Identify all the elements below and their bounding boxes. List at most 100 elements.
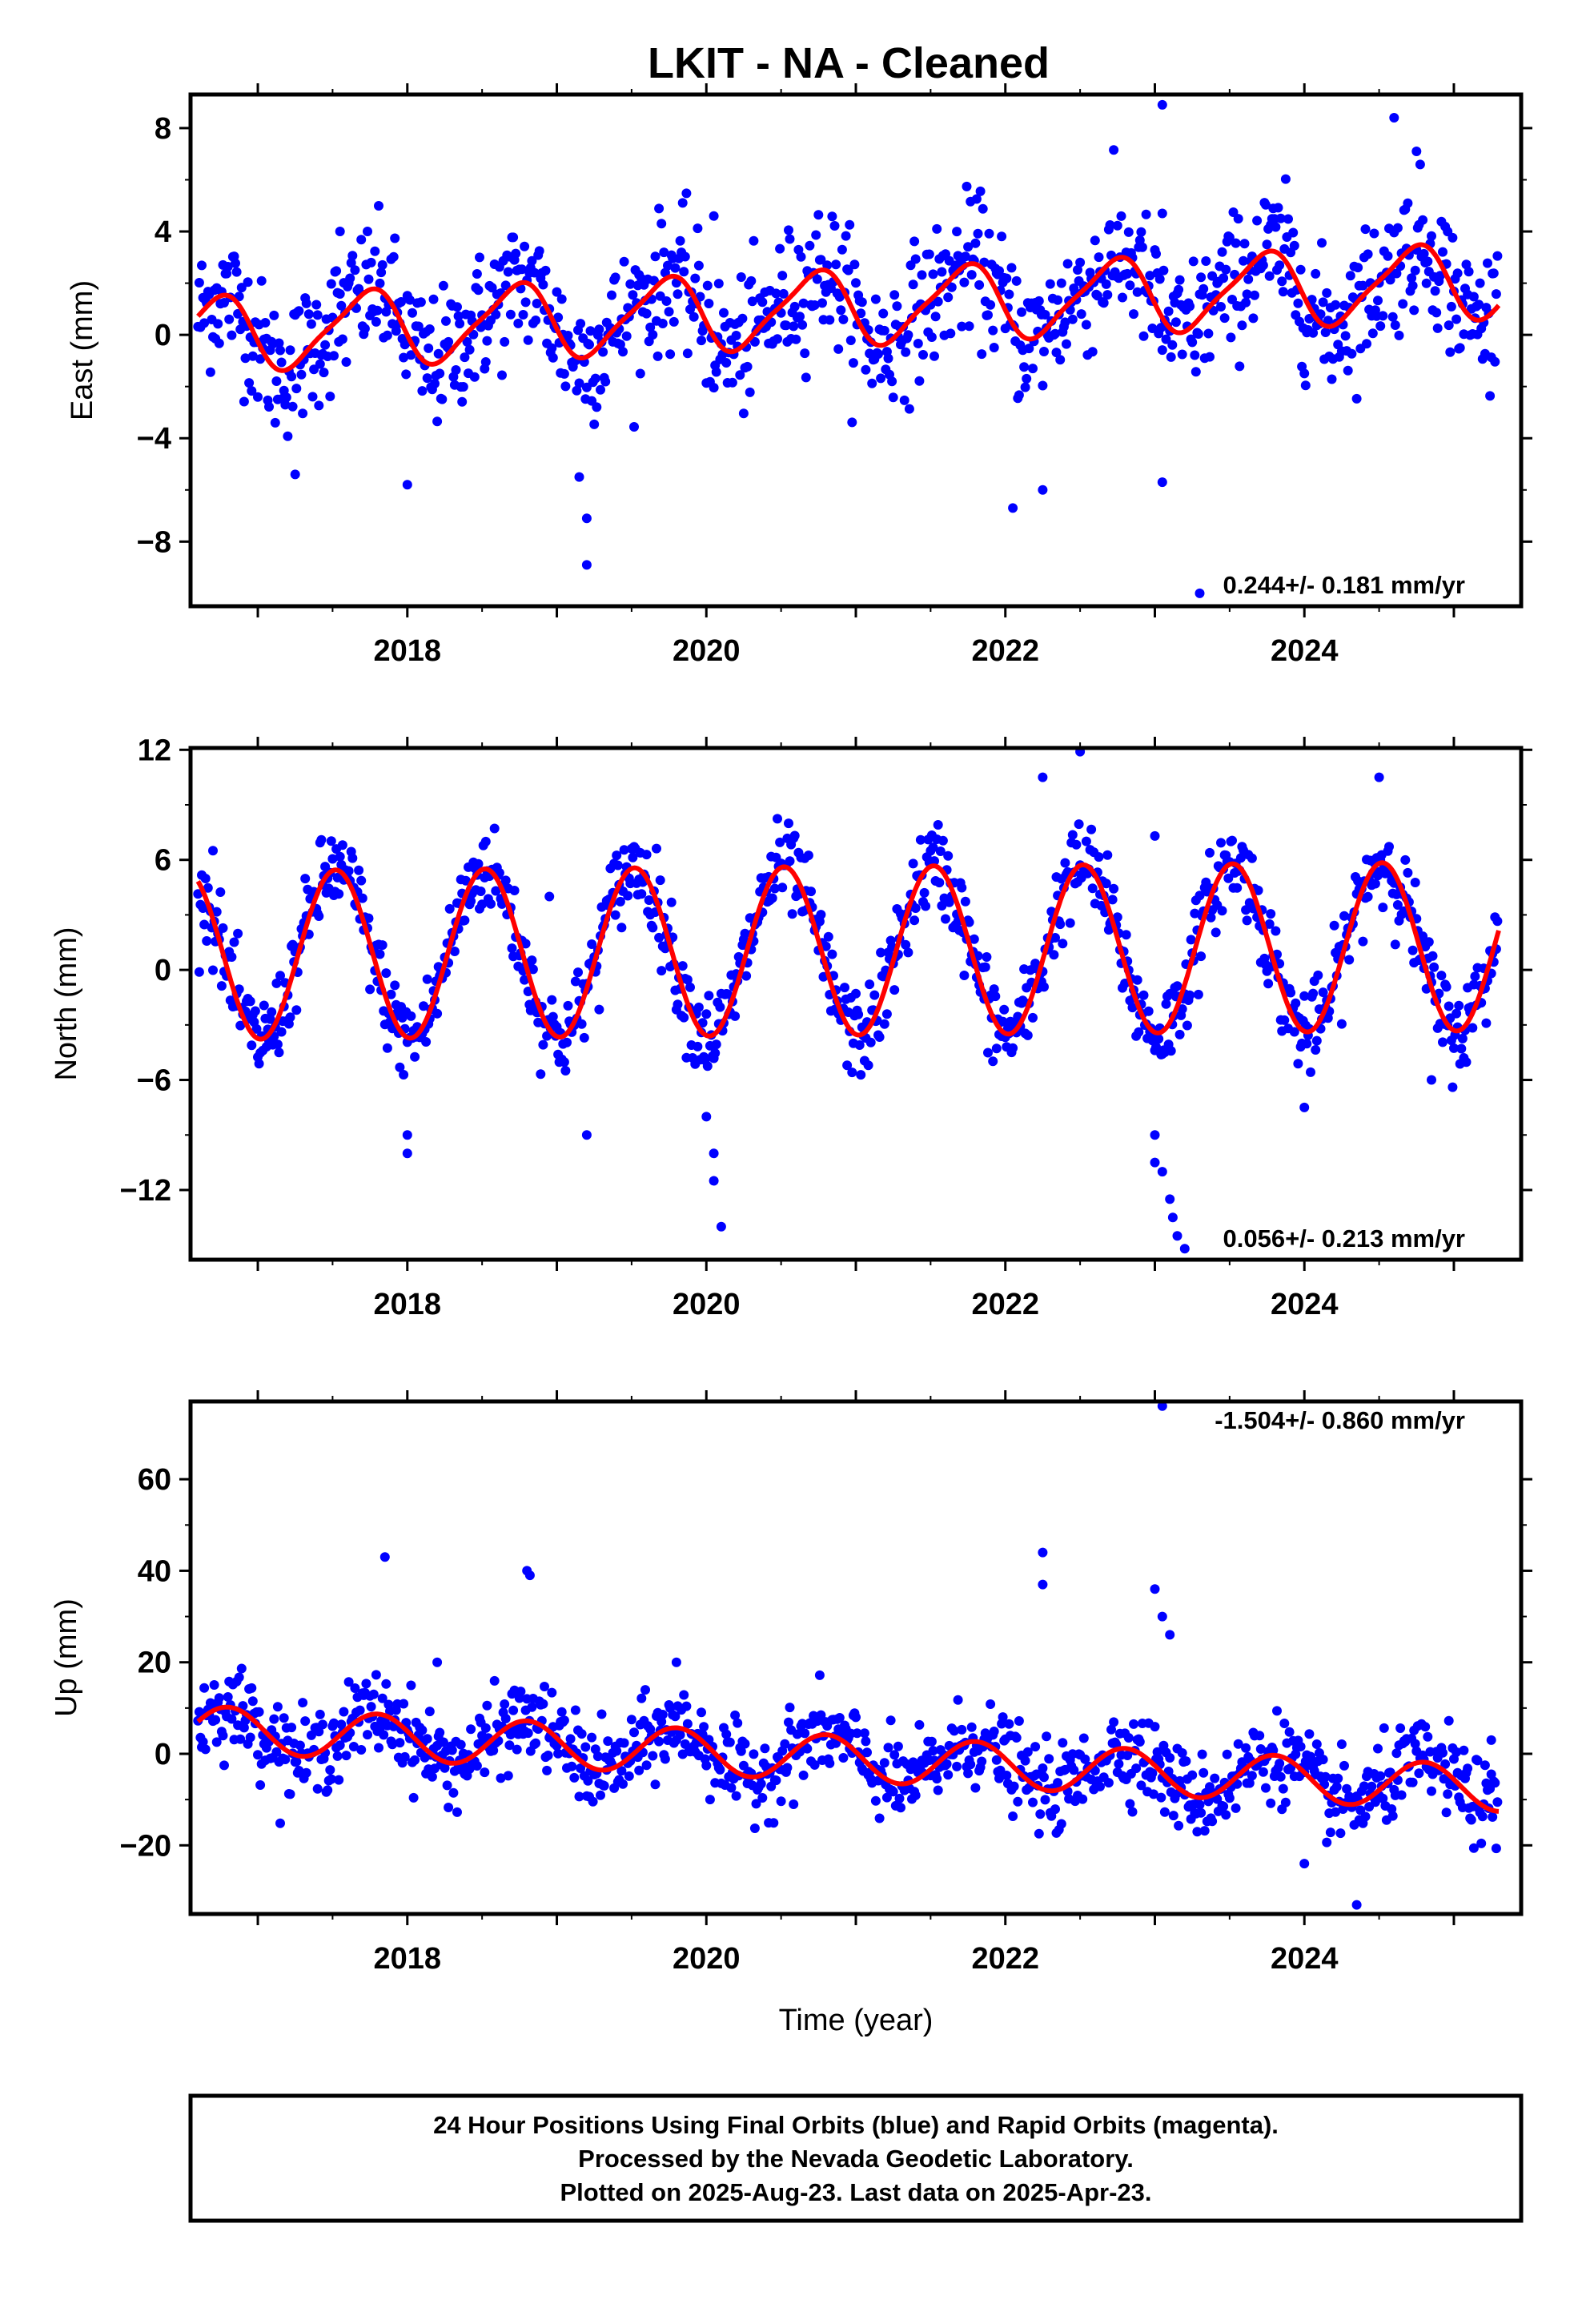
up-data-point — [802, 1743, 813, 1754]
up-data-point — [932, 1774, 942, 1784]
east-outlier-point — [1195, 588, 1205, 598]
east-data-point — [1190, 350, 1200, 360]
east-data-point — [1196, 272, 1207, 283]
east-data-point — [224, 314, 235, 324]
north-data-point — [740, 928, 750, 939]
north-data-point — [1086, 824, 1097, 834]
up-data-point — [1159, 1807, 1170, 1817]
east-data-point — [280, 400, 291, 410]
up-data-point — [888, 1787, 898, 1797]
north-data-point — [227, 952, 237, 962]
up-data-point — [1373, 1743, 1383, 1754]
north-data-point — [1461, 1057, 1472, 1068]
east-data-point — [1340, 331, 1351, 341]
north-data-point — [999, 1004, 1010, 1015]
north-data-point — [1195, 891, 1205, 901]
up-data-point — [1058, 1738, 1068, 1748]
east-data-point — [1216, 302, 1226, 312]
up-data-point — [861, 1736, 871, 1747]
east-data-point — [1488, 268, 1499, 279]
up-data-point — [300, 1716, 311, 1727]
north-data-point — [1102, 850, 1113, 860]
up-data-point — [472, 1761, 482, 1771]
north-data-point — [915, 834, 926, 845]
north-data-point — [1311, 1045, 1321, 1055]
up-data-point — [1080, 1754, 1090, 1764]
east-data-point — [997, 231, 1007, 242]
north-data-point — [1039, 982, 1049, 992]
up-data-point — [1231, 1803, 1241, 1813]
east-data-point — [1322, 287, 1332, 298]
east-data-point — [247, 386, 257, 396]
east-data-point — [315, 359, 325, 369]
north-outlier-point — [1167, 1212, 1178, 1223]
north-data-point — [1363, 891, 1373, 902]
up-data-point — [1181, 1756, 1191, 1767]
east-data-point — [1452, 314, 1462, 324]
east-data-point — [1062, 259, 1073, 269]
east-data-point — [1403, 198, 1413, 208]
north-data-point — [1022, 1030, 1033, 1040]
up-data-point — [736, 1746, 746, 1756]
up-data-point — [505, 1730, 516, 1739]
east-data-point — [1191, 367, 1201, 377]
east-data-point — [1004, 289, 1014, 300]
north-data-point — [1279, 1015, 1290, 1025]
north-data-point — [1344, 955, 1355, 965]
east-data-point — [816, 255, 826, 265]
east-data-point — [413, 321, 424, 332]
east-data-point — [825, 315, 835, 325]
north-data-point — [619, 845, 629, 855]
up-data-point — [852, 1728, 862, 1739]
north-data-point — [422, 974, 432, 984]
north-data-point — [199, 919, 210, 930]
east-data-point — [469, 372, 480, 382]
east-data-point — [1219, 313, 1230, 324]
east-outlier-point — [1157, 477, 1167, 488]
up-data-point — [697, 1707, 706, 1718]
footer-line-2: Processed by the Nevada Geodetic Laborat… — [578, 2145, 1134, 2173]
up-data-point — [542, 1765, 552, 1775]
north-data-point — [1266, 909, 1276, 919]
east-data-point — [500, 280, 511, 291]
north-data-point — [842, 1060, 853, 1071]
east-data-point — [1387, 312, 1398, 322]
north-data-point — [616, 923, 627, 933]
east-data-point — [552, 287, 562, 297]
east-y-tick-label: 4 — [155, 215, 171, 249]
north-data-point — [919, 887, 930, 898]
north-data-point — [234, 984, 244, 995]
up-data-point — [1443, 1789, 1453, 1799]
up-data-point — [859, 1728, 869, 1739]
east-data-point — [1375, 321, 1386, 332]
east-data-point — [1116, 211, 1126, 221]
east-data-point — [1275, 213, 1286, 223]
east-data-point — [727, 377, 737, 388]
east-data-point — [516, 264, 527, 275]
east-data-point — [1455, 343, 1465, 353]
north-data-point — [579, 1032, 589, 1043]
east-data-point — [1242, 289, 1252, 300]
east-data-point — [1019, 362, 1030, 372]
up-data-point — [1040, 1795, 1050, 1805]
up-data-point — [657, 1710, 668, 1719]
up-data-point — [1486, 1769, 1496, 1779]
north-outlier-point — [701, 1112, 712, 1122]
up-data-point — [654, 1736, 665, 1747]
up-data-point — [616, 1766, 627, 1776]
east-outlier-point — [402, 480, 412, 490]
up-data-point — [648, 1751, 658, 1761]
north-data-point — [274, 1047, 284, 1058]
east-data-point — [670, 263, 681, 273]
east-data-point — [1094, 252, 1104, 263]
east-data-point — [805, 240, 815, 251]
north-data-point — [500, 875, 511, 886]
east-data-point — [682, 348, 693, 359]
up-data-point — [218, 1731, 228, 1741]
north-outlier-point — [208, 846, 218, 856]
north-data-point — [988, 1056, 998, 1067]
up-data-point — [760, 1743, 770, 1754]
north-data-point — [460, 915, 470, 926]
up-data-point — [994, 1773, 1004, 1783]
up-data-point — [624, 1771, 634, 1781]
